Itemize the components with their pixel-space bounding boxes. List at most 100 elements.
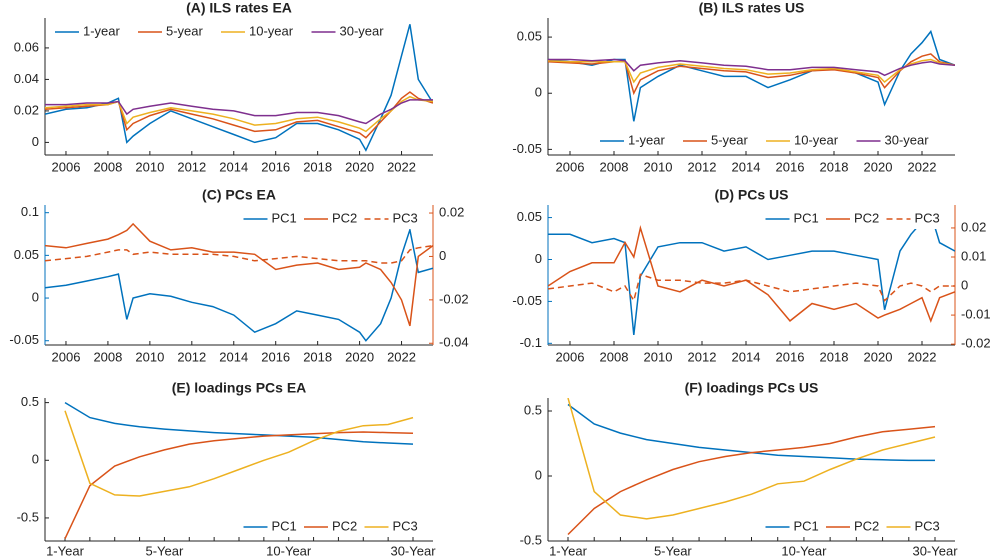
legend-label: 1-year — [628, 132, 666, 147]
x-tick-label: 2012 — [177, 159, 206, 174]
x-tick-label: 10-Year — [266, 543, 312, 558]
x-tick-label: 2022 — [387, 349, 416, 364]
x-tick-label: 2012 — [688, 349, 717, 364]
legend-label: PC3 — [393, 210, 418, 225]
legend-label: PC3 — [915, 210, 940, 225]
x-tick-label: 2014 — [219, 349, 248, 364]
series-line — [64, 410, 414, 497]
series-line — [45, 99, 433, 125]
legend-label: PC1 — [272, 210, 297, 225]
x-tick-label: 1-Year — [46, 543, 84, 558]
y2-tick-label: -0.02 — [439, 291, 469, 306]
series-line — [45, 222, 433, 327]
x-tick-label: 2010 — [644, 159, 673, 174]
x-tick-label: 2014 — [732, 159, 761, 174]
legend-label: PC3 — [393, 518, 418, 533]
series-line — [548, 212, 955, 335]
legend-label: PC3 — [915, 518, 940, 533]
x-tick-label: 2014 — [732, 349, 761, 364]
y-tick-label: 0.05 — [517, 29, 542, 44]
series-line — [64, 401, 414, 445]
legend-label: 30-year — [340, 23, 385, 38]
y2-tick-label: -0.04 — [439, 335, 469, 350]
legend-label: PC2 — [854, 518, 879, 533]
x-tick-label: 2022 — [387, 159, 416, 174]
legend-label: PC1 — [272, 518, 297, 533]
y-tick-label: 0 — [535, 251, 542, 266]
legend-box — [239, 209, 427, 229]
series-line — [548, 273, 955, 303]
x-tick-label: 2020 — [345, 349, 374, 364]
x-tick-label: 2016 — [261, 159, 290, 174]
y-tick-label: 0 — [32, 134, 39, 149]
series-line — [567, 398, 936, 520]
y-tick-label: 0.5 — [21, 394, 39, 409]
x-tick-label: 2010 — [135, 349, 164, 364]
y2-tick-label: -0.01 — [961, 307, 991, 322]
y-tick-label: -0.5 — [17, 509, 39, 524]
x-tick-label: 2012 — [177, 349, 206, 364]
panel-title: (B) ILS rates US — [699, 0, 805, 16]
legend-label: PC2 — [332, 210, 357, 225]
legend-box — [239, 517, 427, 537]
x-tick-label: 2006 — [556, 349, 585, 364]
panel: (F) loadings PCs US 1-Year 5-Year 10-Year 30… — [520, 380, 959, 559]
x-tick-label: 1-Year — [549, 543, 587, 558]
y2-tick-label: 0.02 — [439, 204, 464, 219]
legend-label: 10-year — [794, 132, 839, 147]
y-tick-label: -0.5 — [520, 532, 542, 547]
x-tick-label: 30-Year — [912, 543, 958, 558]
panel-title: (C) PCs EA — [202, 187, 276, 203]
panel: (C) PCs EA 2006 2008 2010 2012 2014 2016 2018 20… — [9, 187, 468, 365]
legend-label: 30-year — [885, 132, 930, 147]
x-tick-label: 2010 — [135, 159, 164, 174]
x-tick-label: 2006 — [52, 159, 81, 174]
x-tick-label: 2006 — [52, 349, 81, 364]
x-tick-label: 2018 — [303, 159, 332, 174]
panel-title: (F) loadings PCs US — [685, 380, 819, 396]
x-tick-label: 2008 — [600, 349, 629, 364]
y2-tick-label: 0 — [439, 248, 446, 263]
y-tick-label: 0 — [32, 452, 39, 467]
x-tick-label: 2008 — [93, 349, 122, 364]
x-tick-label: 2020 — [864, 349, 893, 364]
panel-title: (E) loadings PCs EA — [172, 380, 307, 396]
series-line — [45, 226, 433, 342]
y-tick-label: -0.05 — [512, 141, 542, 156]
legend-label: PC2 — [332, 518, 357, 533]
series-line — [567, 425, 936, 536]
y-tick-label: 0.06 — [14, 39, 39, 54]
x-tick-label: 2020 — [864, 159, 893, 174]
panel-title: (D) PCs US — [715, 187, 789, 203]
x-tick-label: 2014 — [219, 159, 248, 174]
x-tick-label: 2018 — [820, 349, 849, 364]
x-tick-label: 10-Year — [781, 543, 827, 558]
y2-tick-label: 0.01 — [961, 248, 986, 263]
legend-label: PC1 — [794, 518, 819, 533]
x-tick-label: 2010 — [644, 349, 673, 364]
y-tick-label: 0 — [535, 85, 542, 100]
legend-label: PC2 — [854, 210, 879, 225]
series-line — [548, 29, 955, 122]
y-tick-label: -0.05 — [9, 332, 39, 347]
panel-title: (A) ILS rates EA — [186, 0, 292, 16]
x-tick-label: 2008 — [600, 159, 629, 174]
y-tick-label: 0.5 — [524, 402, 542, 417]
y-tick-label: 0.02 — [14, 102, 39, 117]
x-tick-label: 2012 — [688, 159, 717, 174]
y-tick-label: 0.05 — [14, 247, 39, 262]
series-line — [45, 244, 433, 264]
y-tick-label: -0.1 — [520, 335, 542, 350]
y-tick-label: 0 — [535, 467, 542, 482]
y2-tick-label: 0.02 — [961, 219, 986, 234]
x-tick-label: 2016 — [776, 349, 805, 364]
x-tick-label: 2022 — [908, 159, 937, 174]
legend-box — [761, 209, 949, 229]
y-tick-label: 0 — [32, 289, 39, 304]
panel: (E) loadings PCs EA 1-Year 5-Year 10-Year 30… — [17, 380, 437, 559]
x-tick-label: 30-Year — [390, 543, 436, 558]
series-line — [45, 24, 433, 152]
x-tick-label: 2022 — [908, 349, 937, 364]
x-tick-label: 5-Year — [146, 543, 184, 558]
